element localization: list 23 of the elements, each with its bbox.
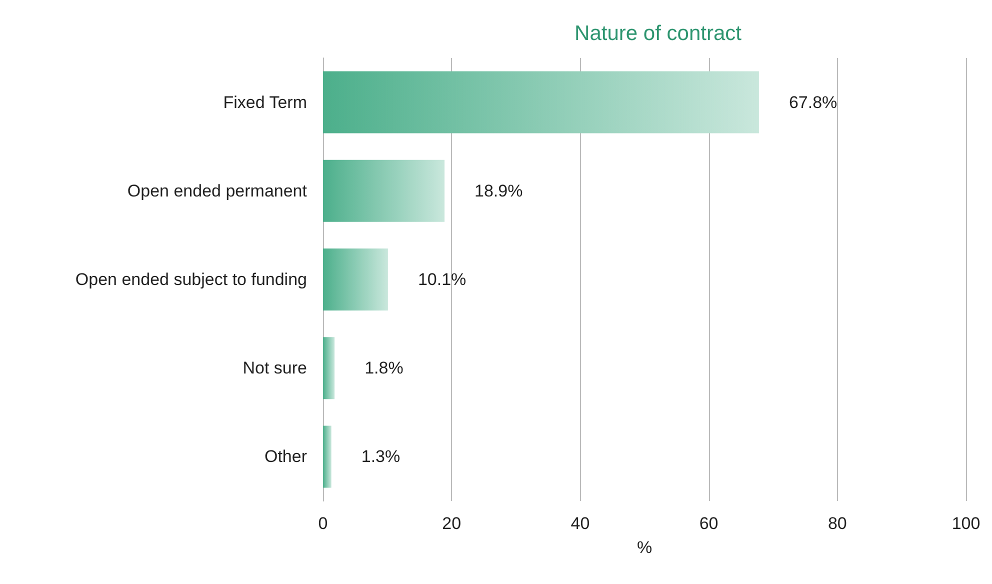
y-tick-label: Open ended subject to funding: [75, 270, 307, 289]
data-label: 10.1%: [418, 270, 466, 289]
bar: [323, 248, 388, 311]
y-tick-label: Fixed Term: [223, 92, 307, 112]
x-tick-label: 20: [442, 514, 462, 533]
bar: [323, 337, 335, 400]
data-label: 1.8%: [364, 358, 404, 378]
x-tick-label: 100: [952, 514, 980, 533]
chart-title: Nature of contract: [574, 22, 742, 45]
y-tick-label: Open ended permanent: [127, 181, 308, 200]
data-label: 1.3%: [361, 447, 400, 466]
bar: [323, 160, 445, 222]
data-label: 18.9%: [474, 181, 523, 200]
x-tick-label: 40: [570, 514, 590, 533]
bar: [323, 71, 759, 134]
x-tick-label: 0: [318, 514, 328, 533]
x-axis-title: %: [636, 538, 652, 557]
data-label: 67.8%: [788, 92, 838, 112]
x-tick-label: 60: [699, 514, 718, 533]
y-tick-label: Not sure: [242, 358, 307, 378]
y-tick-label: Other: [264, 447, 308, 466]
x-tick-label: 80: [828, 514, 847, 533]
bar: [323, 426, 332, 488]
